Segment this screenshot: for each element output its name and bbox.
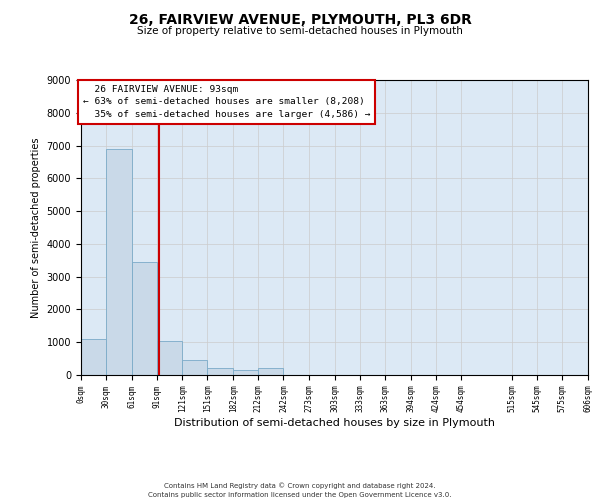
Y-axis label: Number of semi-detached properties: Number of semi-detached properties	[31, 137, 41, 318]
Bar	[106, 149, 132, 375]
Bar	[157, 340, 182, 375]
Text: 26, FAIRVIEW AVENUE, PLYMOUTH, PL3 6DR: 26, FAIRVIEW AVENUE, PLYMOUTH, PL3 6DR	[128, 12, 472, 26]
Bar	[132, 262, 157, 375]
Bar	[259, 368, 283, 375]
Bar	[182, 360, 207, 375]
Bar	[81, 339, 106, 375]
X-axis label: Distribution of semi-detached houses by size in Plymouth: Distribution of semi-detached houses by …	[174, 418, 495, 428]
Text: 26 FAIRVIEW AVENUE: 93sqm
← 63% of semi-detached houses are smaller (8,208)
  35: 26 FAIRVIEW AVENUE: 93sqm ← 63% of semi-…	[83, 85, 370, 119]
Bar	[233, 370, 259, 375]
Bar	[208, 368, 233, 375]
Text: Size of property relative to semi-detached houses in Plymouth: Size of property relative to semi-detach…	[137, 26, 463, 36]
Text: Contains HM Land Registry data © Crown copyright and database right 2024.
Contai: Contains HM Land Registry data © Crown c…	[148, 482, 452, 498]
